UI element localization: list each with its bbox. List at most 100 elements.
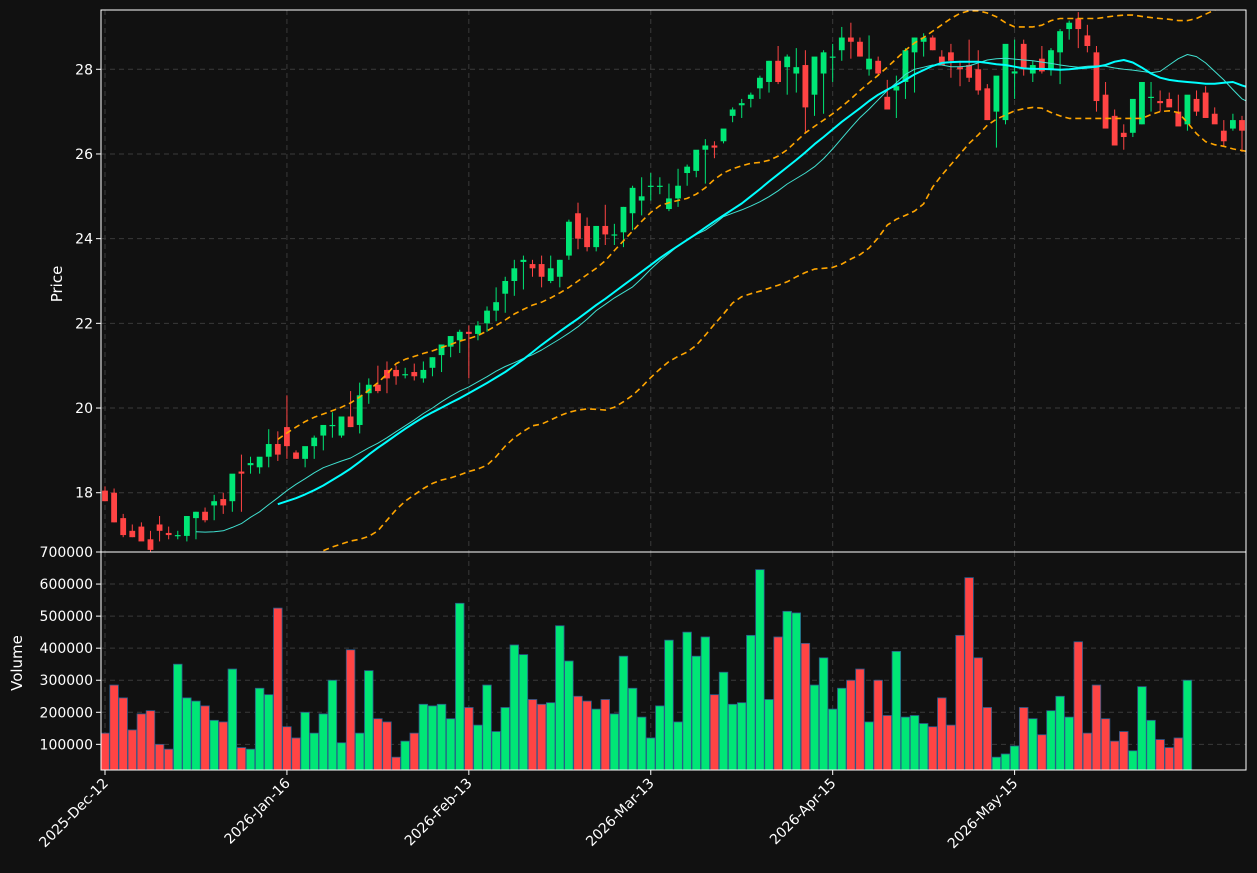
- candle-body: [274, 444, 281, 455]
- volume-bar: [536, 703, 547, 770]
- candle-body: [775, 60, 782, 82]
- volume-bar: [336, 742, 347, 770]
- volume-bar: [1028, 718, 1038, 770]
- volume-bar: [1100, 718, 1111, 770]
- volume-bar: [618, 655, 629, 770]
- candle-body: [720, 128, 727, 142]
- candle-body: [365, 384, 372, 394]
- candle-body: [502, 281, 509, 294]
- candle-body: [938, 56, 945, 66]
- candle-body: [129, 530, 136, 538]
- volume-bar: [527, 699, 538, 770]
- volume-bar: [937, 697, 947, 770]
- candle-body: [847, 37, 854, 42]
- volume-bar: [573, 695, 583, 770]
- volume-bar: [400, 740, 410, 770]
- candle-body: [920, 37, 927, 42]
- candle-body: [484, 310, 490, 324]
- volume-bar: [1137, 686, 1147, 770]
- volume-bar: [718, 671, 729, 770]
- volume-bar: [918, 723, 929, 770]
- candle-body: [293, 452, 299, 459]
- candle-body: [111, 492, 117, 523]
- volume-bar: [291, 737, 301, 770]
- volume-bar: [445, 718, 456, 770]
- volume-bar: [518, 654, 529, 770]
- candle-body: [147, 539, 154, 550]
- volume-bar: [227, 668, 238, 770]
- candle-body: [911, 37, 918, 53]
- candle-body: [420, 369, 427, 379]
- candle-body: [356, 395, 363, 425]
- volume-bar: [564, 660, 574, 770]
- candle-body: [511, 268, 518, 281]
- volume-bar: [373, 718, 383, 770]
- volume-bar: [273, 607, 283, 770]
- candle-body: [611, 234, 618, 236]
- candle-body: [183, 516, 190, 536]
- candle-body: [1193, 98, 1200, 112]
- volume-bar: [418, 703, 429, 770]
- candle-body: [393, 369, 399, 377]
- candle-body: [565, 221, 572, 256]
- volume-bar: [264, 694, 274, 770]
- price-y-tick-label: 28: [75, 62, 93, 78]
- volume-bar: [145, 710, 156, 770]
- ma-short-line: [195, 54, 1246, 533]
- candle-body: [347, 416, 354, 428]
- volume-bar: [154, 743, 165, 770]
- volume-bar: [873, 679, 883, 770]
- candle-body: [1175, 111, 1182, 127]
- volume-bar: [473, 724, 483, 770]
- volume-bar: [1046, 710, 1056, 770]
- volume-y-tick-label: 400000: [40, 641, 93, 657]
- candle-body: [602, 225, 609, 235]
- volume-bar: [864, 721, 874, 770]
- volume-bar: [1119, 731, 1129, 770]
- candle-body: [456, 331, 463, 341]
- candle-body: [1148, 96, 1154, 99]
- volume-bar: [427, 705, 438, 770]
- volume-bar: [436, 703, 447, 770]
- volume-bar: [318, 713, 329, 770]
- candle-body: [202, 511, 208, 521]
- candle-body: [966, 65, 973, 78]
- bollinger-upper-line: [277, 10, 1219, 441]
- volume-bar: [464, 707, 474, 770]
- volume-bar: [491, 731, 501, 770]
- volume-bar: [636, 716, 647, 770]
- volume-bar: [1018, 707, 1029, 770]
- volume-bar: [1000, 753, 1011, 770]
- volume-bar: [1155, 739, 1165, 770]
- volume-bar: [282, 726, 292, 770]
- volume-bar: [500, 707, 510, 770]
- candle-body: [1230, 120, 1236, 129]
- volume-bar: [800, 642, 811, 770]
- volume-bar: [382, 721, 392, 770]
- volume-bar: [109, 684, 119, 770]
- candle-body: [538, 264, 545, 277]
- candle-body: [811, 56, 818, 95]
- volume-bar: [254, 687, 265, 770]
- volume-bar: [964, 577, 974, 770]
- candle-body: [429, 357, 436, 368]
- volume-bar: [773, 636, 783, 770]
- volume-y-tick-label: 300000: [40, 673, 93, 689]
- candle-body: [1066, 22, 1073, 30]
- candle-body: [1048, 50, 1054, 70]
- candle-body: [247, 463, 254, 466]
- volume-bar: [982, 707, 993, 770]
- volume-bar: [664, 639, 674, 770]
- candle-body: [1139, 81, 1145, 125]
- volume-bar: [182, 697, 192, 770]
- ma-long-line: [277, 59, 1246, 506]
- volume-bar: [746, 634, 756, 770]
- candle-body: [884, 96, 891, 110]
- volume-bar: [364, 670, 374, 770]
- volume-bar: [682, 631, 692, 770]
- candle-body: [838, 37, 845, 51]
- candle-body: [629, 187, 636, 214]
- volume-bar: [627, 687, 638, 770]
- candle-body: [757, 77, 763, 89]
